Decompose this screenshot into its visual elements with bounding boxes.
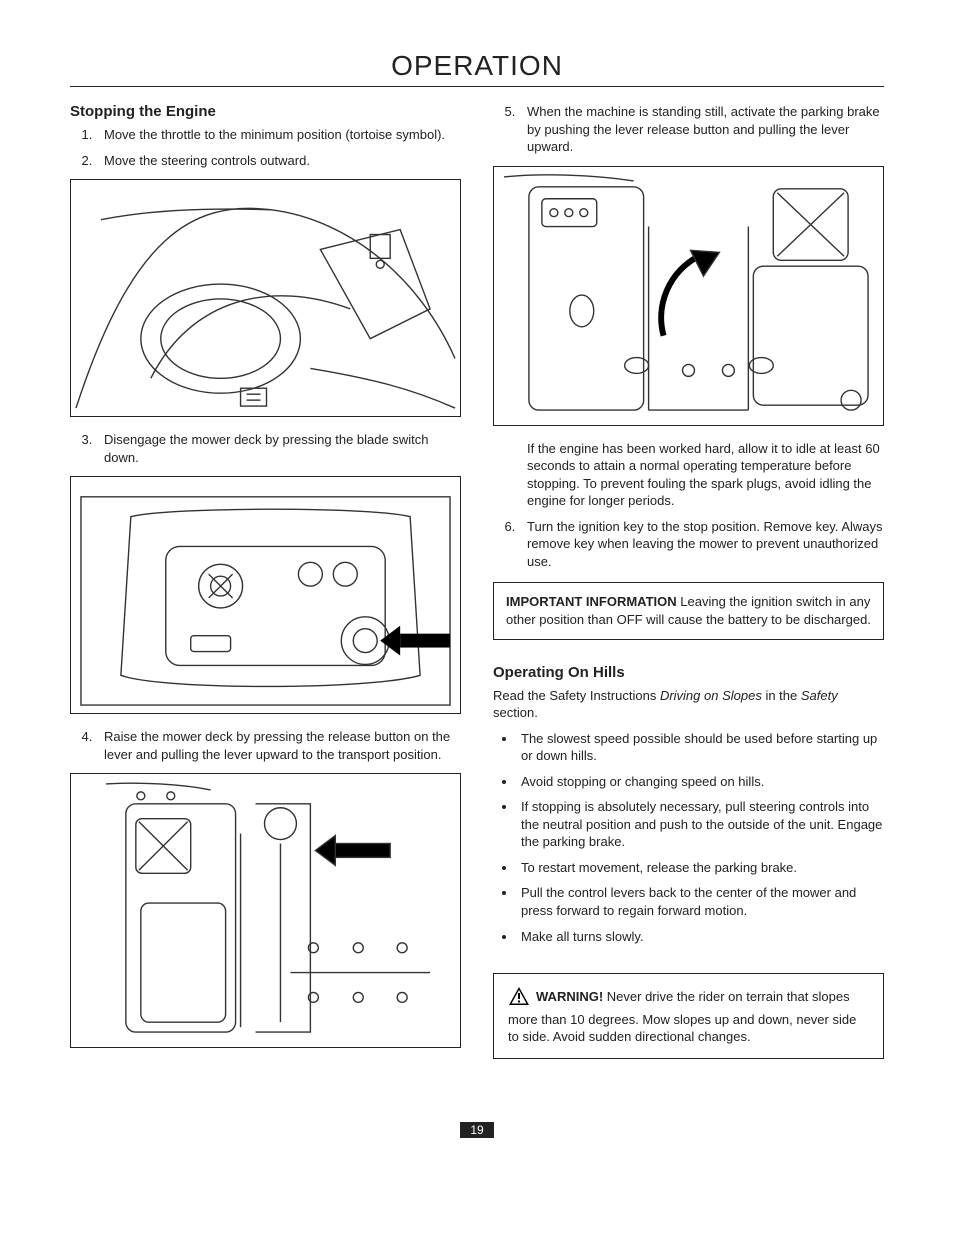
step-4: Raise the mower deck by pressing the rel… <box>96 728 461 763</box>
step-2: Move the steering controls outward. <box>96 152 461 170</box>
hills-bullet-5: Pull the control levers back to the cent… <box>517 884 884 919</box>
page-number: 19 <box>460 1122 494 1138</box>
step-1: Move the throttle to the minimum positio… <box>96 126 461 144</box>
stopping-engine-step-5: When the machine is standing still, acti… <box>493 103 884 156</box>
warning-box: WARNING! Never drive the rider on terrai… <box>493 973 884 1059</box>
hills-bullet-2: Avoid stopping or changing speed on hill… <box>517 773 884 791</box>
figure-parking-brake <box>493 166 884 426</box>
important-lead: IMPORTANT INFORMATION <box>506 594 677 609</box>
heading-operating-on-hills: Operating On Hills <box>493 664 884 681</box>
right-column: When the machine is standing still, acti… <box>493 103 884 1062</box>
figure-blade-switch <box>70 476 461 714</box>
title-rule <box>70 86 884 87</box>
page-title: OPERATION <box>70 50 884 82</box>
hills-intro-em2: Safety <box>801 688 838 703</box>
hills-bullet-6: Make all turns slowly. <box>517 928 884 946</box>
step-6: Turn the ignition key to the stop positi… <box>519 518 884 571</box>
stopping-engine-step-3: Disengage the mower deck by pressing the… <box>70 431 461 466</box>
hills-bullet-4: To restart movement, release the parking… <box>517 859 884 877</box>
hills-intro: Read the Safety Instructions Driving on … <box>493 687 884 722</box>
figure-mower-deck-lever <box>70 773 461 1048</box>
hills-intro-b: in the <box>762 688 801 703</box>
hills-bullet-1: The slowest speed possible should be use… <box>517 730 884 765</box>
hills-intro-c: section. <box>493 705 538 720</box>
step-3: Disengage the mower deck by pressing the… <box>96 431 461 466</box>
hills-intro-em1: Driving on Slopes <box>660 688 762 703</box>
left-column: Stopping the Engine Move the throttle to… <box>70 103 461 1062</box>
figure-steering-controls <box>70 179 461 417</box>
hills-bullets: The slowest speed possible should be use… <box>493 730 884 945</box>
heading-stopping-engine: Stopping the Engine <box>70 103 461 120</box>
warning-icon <box>508 986 530 1011</box>
stopping-engine-step-4: Raise the mower deck by pressing the rel… <box>70 728 461 763</box>
stopping-engine-steps-1-2: Move the throttle to the minimum positio… <box>70 126 461 169</box>
content-columns: Stopping the Engine Move the throttle to… <box>70 103 884 1062</box>
hills-bullet-3: If stopping is absolutely necessary, pul… <box>517 798 884 851</box>
stopping-engine-step-6: Turn the ignition key to the stop positi… <box>493 518 884 571</box>
step-5: When the machine is standing still, acti… <box>519 103 884 156</box>
warning-lead: WARNING! <box>536 989 603 1004</box>
important-information-box: IMPORTANT INFORMATION Leaving the igniti… <box>493 582 884 639</box>
hills-intro-a: Read the Safety Instructions <box>493 688 660 703</box>
step-5-note: If the engine has been worked hard, allo… <box>527 440 884 510</box>
